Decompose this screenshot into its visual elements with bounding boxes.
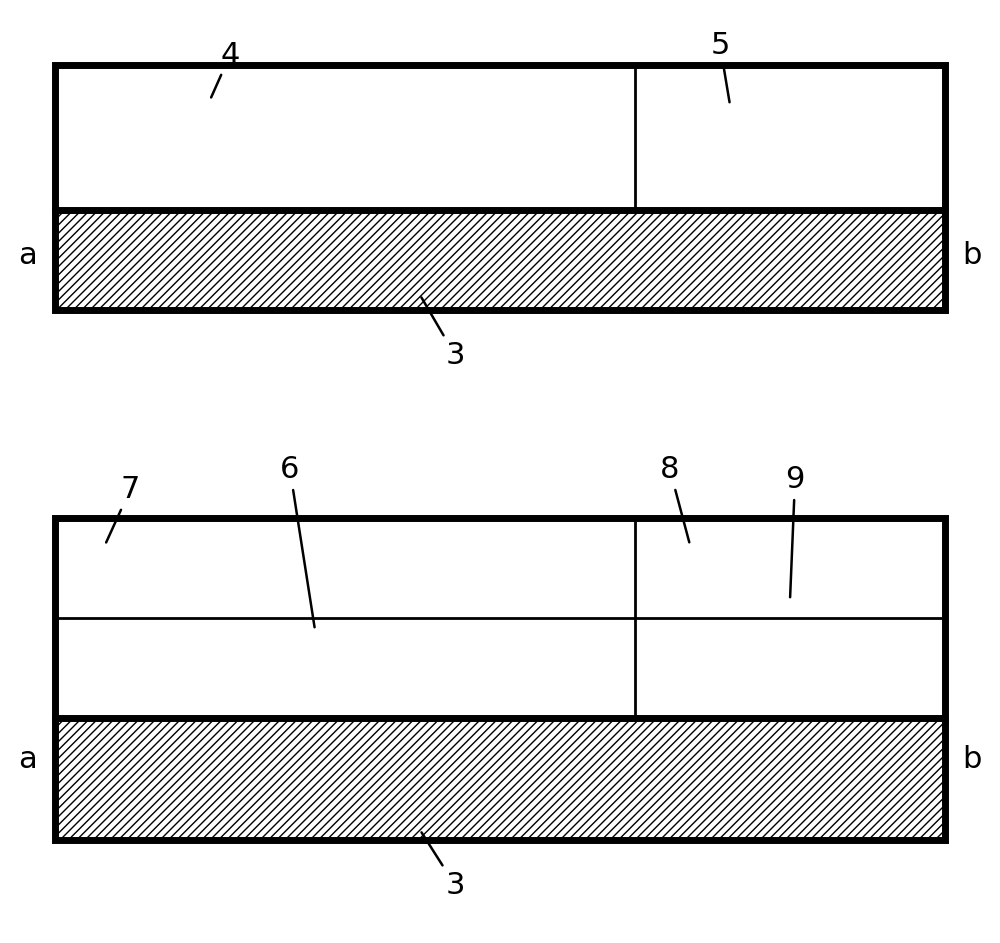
Bar [635,65,945,210]
Text: b: b [962,746,982,774]
Bar [55,518,945,840]
Text: 7: 7 [106,475,140,542]
Text: 8: 8 [660,455,689,542]
Text: 6: 6 [280,455,315,627]
Text: 4: 4 [211,41,240,97]
Text: a: a [19,240,37,270]
Text: 3: 3 [421,297,465,370]
Bar [55,210,945,310]
Bar [55,718,945,840]
Bar [55,65,945,310]
Bar [55,518,635,618]
Text: b: b [962,240,982,270]
Bar [55,65,635,210]
Text: 5: 5 [710,30,730,102]
Text: a: a [19,746,37,774]
Bar [635,518,945,618]
Bar [55,618,635,718]
Bar [635,618,945,718]
Text: 9: 9 [785,466,805,597]
Text: 3: 3 [421,833,465,900]
